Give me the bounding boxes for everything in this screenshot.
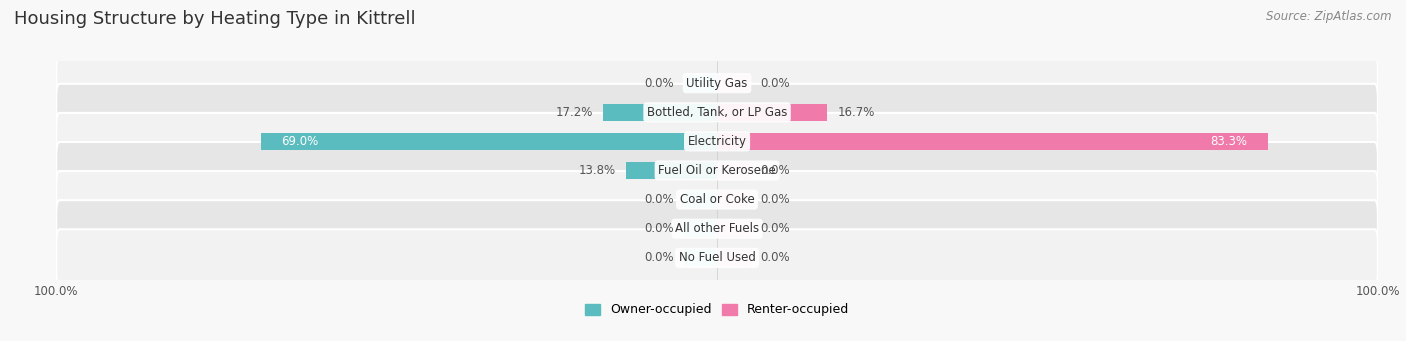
- Bar: [685, 249, 717, 266]
- Text: No Fuel Used: No Fuel Used: [679, 251, 755, 264]
- Legend: Owner-occupied, Renter-occupied: Owner-occupied, Renter-occupied: [581, 298, 853, 321]
- Bar: [626, 162, 717, 179]
- Text: 0.0%: 0.0%: [644, 193, 673, 206]
- FancyBboxPatch shape: [56, 113, 1378, 170]
- Text: Source: ZipAtlas.com: Source: ZipAtlas.com: [1267, 10, 1392, 23]
- Bar: [685, 75, 717, 92]
- Bar: [717, 191, 751, 208]
- Bar: [685, 191, 717, 208]
- Bar: [717, 104, 827, 121]
- Bar: [717, 162, 751, 179]
- FancyBboxPatch shape: [56, 55, 1378, 112]
- Bar: [262, 133, 717, 150]
- FancyBboxPatch shape: [56, 200, 1378, 257]
- Text: Electricity: Electricity: [688, 135, 747, 148]
- Bar: [717, 220, 751, 237]
- Bar: [685, 220, 717, 237]
- Text: 17.2%: 17.2%: [557, 106, 593, 119]
- Text: Housing Structure by Heating Type in Kittrell: Housing Structure by Heating Type in Kit…: [14, 10, 416, 28]
- Bar: [717, 133, 1268, 150]
- FancyBboxPatch shape: [56, 84, 1378, 141]
- Text: 0.0%: 0.0%: [761, 164, 790, 177]
- Text: 0.0%: 0.0%: [644, 77, 673, 90]
- Text: Coal or Coke: Coal or Coke: [679, 193, 755, 206]
- Text: Fuel Oil or Kerosene: Fuel Oil or Kerosene: [658, 164, 776, 177]
- Bar: [603, 104, 717, 121]
- Text: 69.0%: 69.0%: [281, 135, 318, 148]
- Text: 0.0%: 0.0%: [644, 222, 673, 235]
- Text: 16.7%: 16.7%: [838, 106, 875, 119]
- Text: 0.0%: 0.0%: [761, 193, 790, 206]
- Text: Bottled, Tank, or LP Gas: Bottled, Tank, or LP Gas: [647, 106, 787, 119]
- Bar: [717, 75, 751, 92]
- Text: 0.0%: 0.0%: [761, 77, 790, 90]
- Text: Utility Gas: Utility Gas: [686, 77, 748, 90]
- Text: 0.0%: 0.0%: [761, 222, 790, 235]
- Text: All other Fuels: All other Fuels: [675, 222, 759, 235]
- FancyBboxPatch shape: [56, 171, 1378, 228]
- Text: 0.0%: 0.0%: [761, 251, 790, 264]
- FancyBboxPatch shape: [56, 229, 1378, 286]
- FancyBboxPatch shape: [56, 142, 1378, 199]
- Text: 0.0%: 0.0%: [644, 251, 673, 264]
- Bar: [717, 249, 751, 266]
- Text: 13.8%: 13.8%: [579, 164, 616, 177]
- Text: 83.3%: 83.3%: [1211, 135, 1247, 148]
